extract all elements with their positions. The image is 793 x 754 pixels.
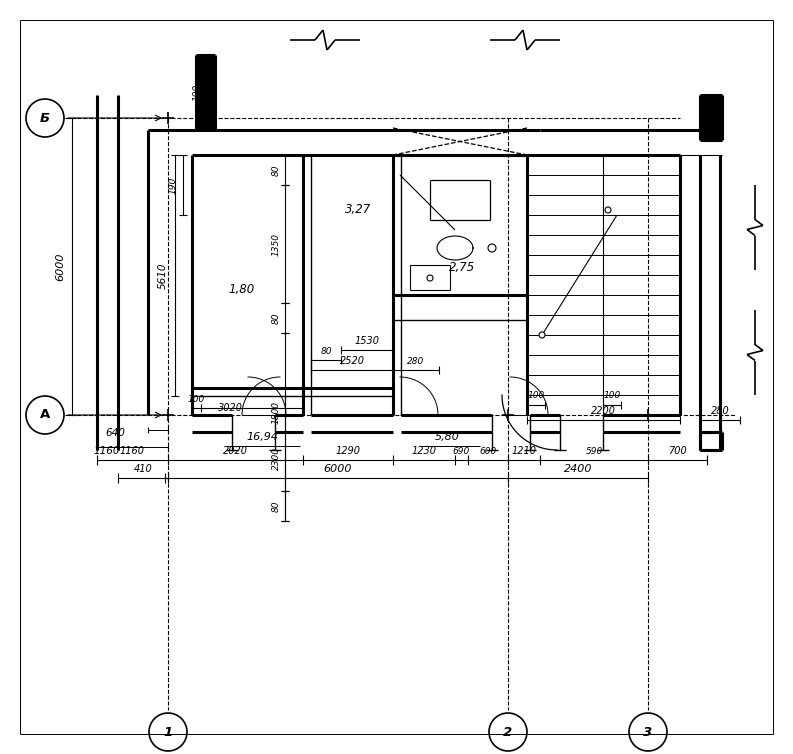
Text: 600: 600 [480, 446, 496, 455]
Text: 190: 190 [193, 84, 201, 101]
Text: 6000: 6000 [55, 253, 65, 280]
Text: 1290: 1290 [335, 446, 361, 456]
Text: 190: 190 [168, 176, 178, 194]
Text: 280: 280 [408, 357, 424, 366]
Text: 80: 80 [271, 312, 281, 323]
Text: 690: 690 [452, 446, 469, 455]
Circle shape [427, 275, 433, 281]
Circle shape [488, 244, 496, 252]
Text: Б: Б [40, 112, 50, 124]
Text: 6000: 6000 [324, 464, 352, 474]
Text: 100: 100 [527, 391, 545, 400]
Text: 3020: 3020 [217, 403, 243, 413]
Text: 2520: 2520 [339, 356, 365, 366]
Text: 1230: 1230 [412, 446, 436, 456]
Text: 16,94: 16,94 [246, 432, 278, 442]
Text: 80: 80 [271, 164, 281, 176]
Text: 1160: 1160 [120, 446, 144, 456]
Text: 2: 2 [504, 725, 512, 738]
Text: 2400: 2400 [564, 464, 592, 474]
Text: 3,27: 3,27 [345, 204, 371, 216]
Text: 5610: 5610 [158, 262, 168, 289]
Text: 700: 700 [668, 446, 687, 456]
Text: 1,80: 1,80 [229, 284, 255, 296]
Text: 640: 640 [105, 428, 125, 438]
Circle shape [539, 332, 545, 338]
Text: 80: 80 [271, 500, 281, 512]
Text: 410: 410 [134, 464, 152, 474]
Text: 1800: 1800 [271, 400, 281, 424]
Text: 280: 280 [711, 406, 730, 416]
Text: 100: 100 [603, 391, 621, 400]
Text: 5,80: 5,80 [435, 432, 459, 442]
Text: 1530: 1530 [354, 336, 380, 346]
Text: A: A [40, 409, 50, 421]
Text: 1350: 1350 [271, 232, 281, 256]
Text: 2300: 2300 [271, 447, 281, 470]
Text: 1210: 1210 [511, 446, 537, 456]
Text: 2200: 2200 [591, 406, 616, 416]
Text: 100: 100 [188, 394, 205, 403]
Text: 1160: 1160 [94, 446, 121, 456]
Text: 80: 80 [320, 348, 331, 357]
Bar [700, 95, 722, 140]
Bar [196, 55, 215, 130]
Text: 2,75: 2,75 [449, 262, 475, 274]
Text: 590: 590 [585, 446, 603, 455]
Text: 1: 1 [163, 725, 173, 738]
Text: 3: 3 [643, 725, 653, 738]
Circle shape [605, 207, 611, 213]
Text: 2020: 2020 [223, 446, 247, 456]
